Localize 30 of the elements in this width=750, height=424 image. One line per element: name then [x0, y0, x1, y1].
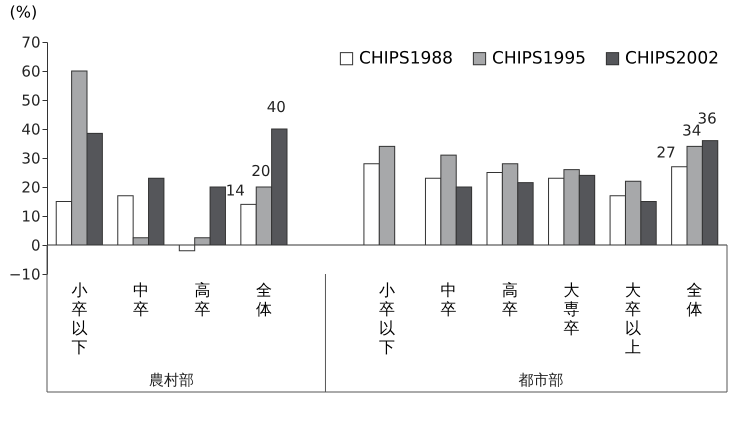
x-tick-label: 中卒: [440, 280, 457, 318]
y-tick-label: 10: [21, 208, 40, 226]
y-tick-label: 70: [21, 34, 40, 52]
x-tick-label: 全体: [256, 280, 272, 318]
x-tick-label: 中卒: [132, 280, 149, 318]
text: 農村部: [149, 371, 194, 389]
data-label: 20: [251, 162, 270, 180]
y-tick-label: 20: [21, 178, 40, 196]
x-tick-label: 高卒: [194, 280, 210, 318]
x-tick-label: 大卒以上: [625, 280, 642, 356]
x-tick-label: 小卒以下: [71, 280, 88, 356]
legend-label: CHIPS1988: [359, 48, 453, 69]
legend-label: CHIPS2002: [625, 48, 719, 69]
x-tick-label: 高卒: [502, 280, 518, 318]
y-tick-label: 0: [30, 236, 40, 254]
text: 都市部: [518, 371, 564, 389]
data-label: 27: [656, 144, 676, 162]
y-tick-label: 50: [21, 92, 40, 110]
y-tick-label: 40: [21, 120, 40, 138]
y-tick-label: 60: [21, 62, 40, 80]
y-tick-label: −10: [8, 266, 40, 284]
x-tick-label: 大専卒: [564, 280, 580, 338]
data-label: 40: [266, 98, 286, 116]
data-label: 14: [226, 181, 245, 200]
y-axis-title: (%): [10, 2, 38, 22]
x-tick-label: 全体: [686, 280, 703, 318]
data-label: 36: [698, 110, 717, 128]
y-tick-label: 30: [21, 150, 40, 168]
x-tick-label: 小卒以下: [379, 280, 395, 356]
legend-label: CHIPS1995: [492, 48, 586, 69]
